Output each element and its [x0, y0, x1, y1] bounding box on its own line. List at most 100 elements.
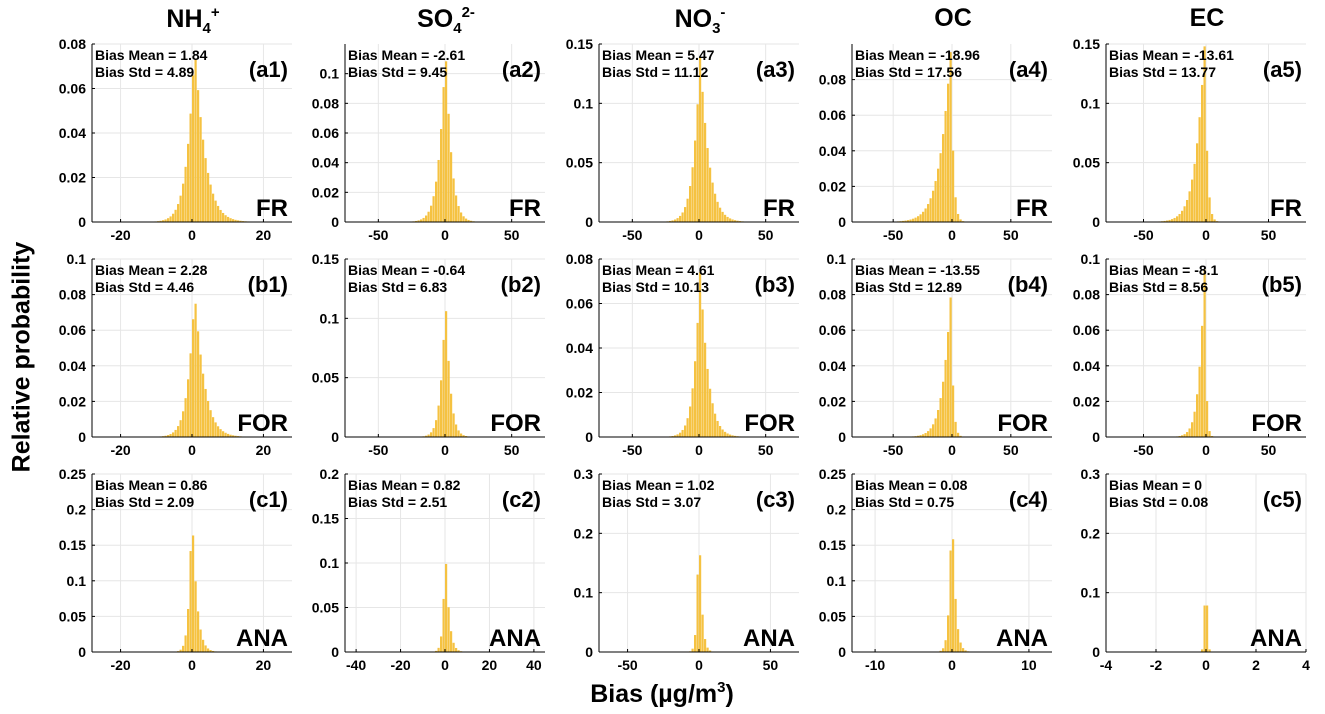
histogram-bar [162, 220, 165, 222]
x-tick-label: 0 [948, 657, 956, 673]
histogram-bar [942, 134, 945, 222]
histogram-bar [716, 201, 719, 222]
histogram-bar [187, 379, 190, 437]
histogram-bar [671, 435, 674, 437]
histogram-bar [719, 207, 722, 222]
histogram-bar [427, 434, 430, 437]
panel-c1: 0 0.05 0.1 0.15 0.2 0.25 -20 0 20 Bias Mean = 0.8… [59, 466, 292, 673]
histogram-bar [719, 426, 722, 437]
histogram-bar [691, 648, 694, 652]
y-tick-label: 0.06 [312, 125, 339, 141]
histogram-bar [447, 360, 450, 437]
histogram-bar [462, 216, 465, 222]
histogram-bar [172, 432, 175, 437]
y-tick-label: 0.2 [320, 466, 340, 482]
histogram-bar [222, 212, 225, 222]
y-tick-label: 0.06 [566, 296, 593, 312]
y-tick-label: 0.05 [566, 155, 593, 171]
y-tick-label: 0.04 [819, 358, 846, 374]
histogram-bar [942, 648, 945, 652]
histogram-bar [219, 429, 222, 437]
x-tick-label: 50 [504, 442, 520, 458]
y-tick-label: 0.05 [312, 370, 339, 386]
scenario-label: FOR [744, 410, 795, 437]
y-tick-label: 0.08 [1073, 287, 1100, 303]
x-tick-label: 4 [1302, 657, 1310, 673]
y-tick-label: 0.15 [312, 511, 339, 527]
histogram-bar [701, 309, 704, 437]
y-tick-label: 0.15 [819, 537, 846, 553]
histogram-bar [1203, 605, 1206, 652]
histogram-bar [194, 581, 197, 652]
panel-label: (b3) [755, 272, 795, 297]
x-tick-label: -20 [110, 442, 130, 458]
y-tick-label: 0.1 [574, 585, 594, 601]
bias-mean-label: Bias Mean = 0.82 [348, 477, 461, 493]
histogram-bar [674, 219, 677, 222]
histogram-bar [437, 159, 440, 222]
histogram-bar [962, 648, 965, 652]
histogram-bar [1186, 432, 1189, 437]
histogram-bar [957, 213, 960, 222]
histogram-bar [455, 424, 458, 437]
bias-std-label: Bias Std = 8.56 [1109, 279, 1208, 295]
histogram-bar [1183, 206, 1186, 222]
histogram-bar [455, 195, 458, 222]
x-tick-label: -10 [865, 657, 885, 673]
bias-std-label: Bias Std = 4.89 [95, 64, 194, 80]
histogram-bar [450, 393, 453, 437]
histogram-bar [1211, 214, 1214, 222]
x-tick-label: 0 [948, 227, 956, 243]
x-tick-label: -20 [110, 227, 130, 243]
scenario-label: ANA [743, 625, 795, 652]
bias-std-label: Bias Std = 9.45 [348, 64, 447, 80]
histogram-bar [954, 197, 957, 222]
scenario-label: FR [1270, 195, 1302, 222]
histogram-bar [437, 405, 440, 437]
y-tick-label: 0.04 [59, 125, 86, 141]
histogram-bar [174, 429, 177, 437]
histogram-bar [917, 435, 920, 437]
histogram-bar [714, 413, 717, 437]
histogram-bar [159, 220, 162, 222]
y-tick-label: 0.1 [574, 95, 594, 111]
panel-c2: 0 0.05 0.1 0.15 0.2 -40 -20 0 20 40 Bias Mean = 0.… [312, 466, 545, 673]
histogram-bar [457, 206, 460, 222]
bias-std-label: Bias Std = 4.46 [95, 279, 194, 295]
panel-label: (c5) [1263, 487, 1302, 512]
histogram-bar [689, 186, 692, 222]
histogram-bar [197, 331, 200, 437]
histogram-bar [227, 433, 230, 437]
y-tick-label: 0.06 [819, 322, 846, 338]
panel-label: (a4) [1009, 57, 1048, 82]
histogram-bar [724, 214, 727, 222]
histogram-bar [202, 139, 205, 222]
x-tick-label: 0 [1202, 227, 1210, 243]
panel-b4: 0 0.02 0.04 0.06 0.08 0.1 -50 0 50 Bias Mean = -1… [819, 251, 1052, 458]
bias-mean-label: Bias Mean = -13.55 [855, 262, 980, 278]
histogram-bar [957, 629, 960, 652]
histogram-bar [427, 211, 430, 222]
histogram-bar [1203, 46, 1206, 222]
scenario-label: ANA [236, 625, 288, 652]
histogram-bar [927, 204, 930, 222]
histogram-bar [1178, 214, 1181, 222]
histogram-bar [919, 214, 922, 222]
histogram-bar [1198, 117, 1201, 222]
histogram-bar [187, 609, 190, 652]
y-tick-label: 0.15 [566, 36, 593, 52]
bias-std-label: Bias Std = 11.12 [602, 64, 708, 80]
panel-label: (c1) [249, 487, 288, 512]
x-tick-label: 0 [1202, 657, 1210, 673]
histogram-bar [902, 220, 905, 222]
bias-std-label: Bias Std = 6.83 [348, 279, 447, 295]
histogram-bar [442, 339, 445, 437]
y-tick-label: 0.1 [320, 310, 340, 326]
x-tick-label: 0 [188, 657, 196, 673]
panel-b1: 0 0.02 0.04 0.06 0.08 0.1 -20 0 20 Bias Mean = 2.… [59, 251, 292, 458]
bias-mean-label: Bias Mean = 0.86 [95, 477, 208, 493]
histogram-bar [709, 167, 712, 222]
y-tick-label: 0 [585, 644, 593, 660]
histogram-bar [450, 631, 453, 652]
